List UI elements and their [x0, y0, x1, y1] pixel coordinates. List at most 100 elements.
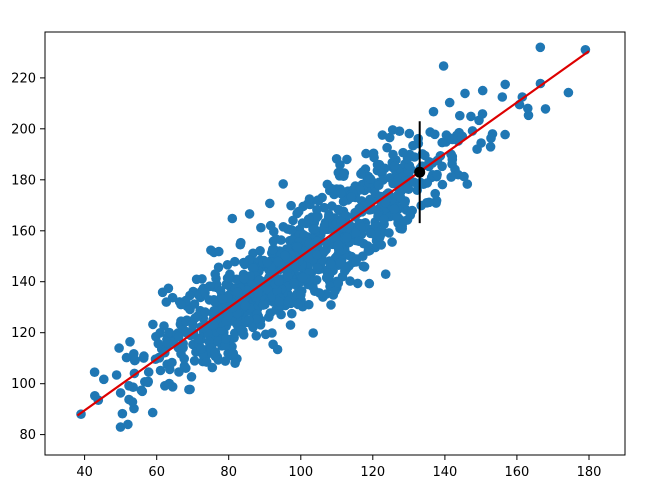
data-point — [317, 192, 327, 203]
data-point — [362, 241, 373, 251]
data-point — [227, 213, 238, 224]
data-point — [200, 307, 210, 317]
data-point — [392, 212, 402, 222]
data-point — [296, 290, 306, 300]
data-point — [272, 344, 283, 355]
data-point — [222, 260, 233, 270]
data-point — [437, 137, 448, 148]
scatter-series — [76, 42, 591, 432]
data-point — [432, 169, 442, 180]
data-point — [196, 343, 207, 354]
data-point — [380, 269, 391, 280]
data-point — [121, 352, 132, 363]
data-point — [201, 357, 212, 367]
data-point — [139, 351, 149, 361]
data-point — [265, 198, 275, 209]
data-point — [430, 129, 440, 140]
data-point — [240, 300, 251, 311]
data-point — [460, 88, 470, 99]
data-point — [404, 128, 415, 139]
data-point — [273, 256, 283, 267]
data-point — [388, 149, 398, 160]
data-point — [220, 356, 231, 366]
data-point — [199, 323, 209, 333]
data-point — [405, 210, 416, 220]
data-point — [115, 422, 126, 432]
data-point — [384, 228, 394, 238]
data-point — [243, 315, 254, 325]
y-tick-label: 200 — [11, 122, 36, 137]
data-point — [254, 275, 265, 285]
x-tick-label: 80 — [220, 465, 237, 480]
data-point — [285, 320, 296, 330]
data-point — [287, 308, 297, 319]
data-point — [167, 382, 178, 392]
data-point — [136, 385, 147, 396]
data-point — [379, 214, 390, 225]
data-point — [282, 296, 293, 307]
data-point — [311, 213, 322, 223]
data-point — [236, 237, 246, 248]
data-point — [462, 179, 473, 189]
data-point — [447, 134, 458, 145]
data-point — [248, 263, 259, 273]
data-point — [227, 302, 238, 313]
data-point — [292, 242, 302, 252]
data-point — [99, 374, 109, 385]
data-point — [308, 328, 319, 338]
data-point — [232, 287, 243, 298]
data-point — [89, 367, 100, 378]
data-point — [155, 328, 165, 338]
data-point — [331, 154, 342, 164]
data-point — [438, 61, 449, 71]
data-point — [523, 110, 534, 121]
data-point — [341, 232, 352, 243]
data-point — [251, 331, 262, 341]
data-point — [325, 183, 336, 193]
data-point — [239, 273, 249, 284]
data-point — [304, 299, 314, 310]
data-point — [127, 397, 138, 407]
data-point — [314, 288, 325, 298]
data-point — [368, 148, 379, 159]
data-point — [262, 257, 273, 268]
data-point — [356, 169, 366, 179]
data-point — [459, 171, 469, 182]
data-point — [326, 300, 336, 310]
data-point — [399, 216, 409, 226]
data-point — [125, 337, 135, 347]
data-point — [382, 142, 392, 153]
data-point — [430, 188, 441, 199]
data-point — [288, 215, 298, 226]
data-point — [189, 356, 200, 366]
data-point — [321, 272, 332, 283]
data-point — [378, 175, 388, 185]
data-point — [214, 246, 224, 257]
data-point — [336, 216, 347, 227]
data-point — [124, 381, 134, 391]
x-tick-label: 160 — [504, 465, 529, 480]
data-point — [312, 205, 322, 215]
data-point — [408, 140, 418, 151]
data-point — [157, 287, 168, 298]
data-point — [210, 269, 220, 279]
data-point — [238, 257, 249, 268]
data-point — [179, 361, 190, 371]
data-point — [258, 300, 269, 310]
data-point — [444, 97, 455, 108]
data-point — [387, 125, 398, 135]
data-point — [354, 203, 365, 214]
data-point — [377, 130, 388, 140]
data-point — [173, 331, 184, 342]
data-point — [130, 355, 140, 365]
data-point — [365, 228, 376, 239]
y-tick-label: 220 — [11, 71, 36, 86]
data-point — [413, 133, 424, 144]
data-point — [335, 257, 346, 268]
data-point — [293, 299, 303, 310]
data-point — [446, 172, 457, 182]
data-point — [354, 236, 364, 246]
data-point — [351, 228, 361, 238]
data-point — [209, 305, 219, 316]
data-point — [292, 208, 302, 219]
